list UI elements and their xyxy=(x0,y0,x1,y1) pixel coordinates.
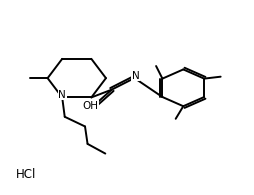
Text: HCl: HCl xyxy=(16,168,36,181)
Text: OH: OH xyxy=(82,101,98,111)
Text: N: N xyxy=(131,71,139,81)
Text: N: N xyxy=(58,90,66,99)
